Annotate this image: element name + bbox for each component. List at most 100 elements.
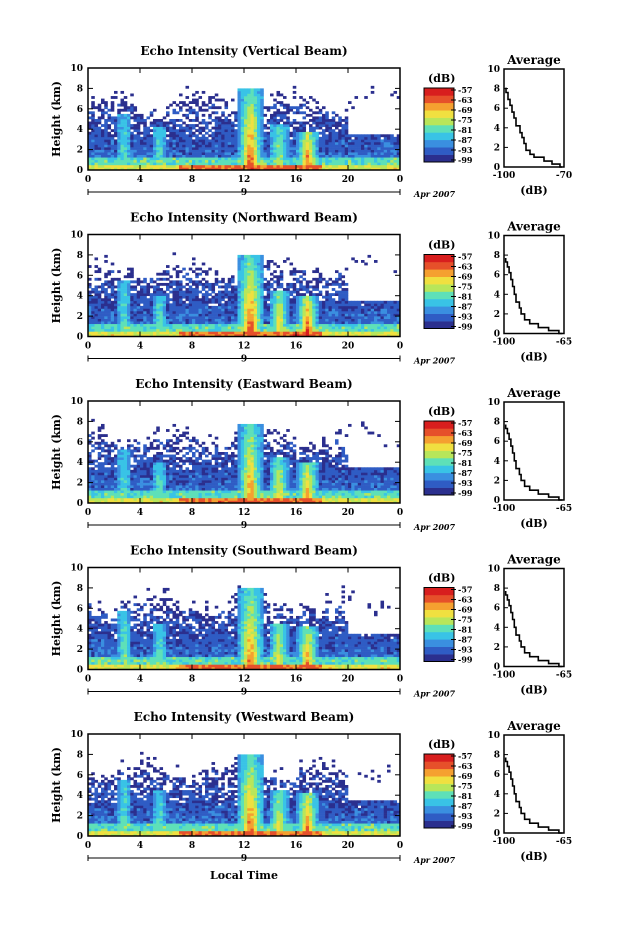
heatmap-cell bbox=[244, 111, 248, 115]
heatmap-cell bbox=[185, 313, 190, 317]
heatmap-cell bbox=[153, 323, 157, 327]
heatmap-cell bbox=[299, 318, 303, 322]
heatmap-cell bbox=[149, 113, 154, 117]
heatmap-cell bbox=[377, 300, 381, 304]
heatmap-cell bbox=[185, 303, 190, 307]
heatmap-cell bbox=[169, 305, 173, 309]
heatmap-cell bbox=[302, 103, 307, 107]
heatmap-cell bbox=[380, 328, 385, 332]
heatmap-cell bbox=[143, 124, 147, 127]
heatmap-cell bbox=[195, 129, 199, 133]
heatmap-cell bbox=[234, 303, 238, 307]
heatmap-cell bbox=[146, 318, 151, 322]
heatmap-cell bbox=[289, 106, 294, 110]
heatmap-cell bbox=[143, 449, 147, 453]
heatmap-cell bbox=[162, 497, 167, 501]
heatmap-cell bbox=[227, 131, 232, 135]
heatmap-cell bbox=[185, 295, 190, 299]
heatmap-cell bbox=[276, 162, 281, 166]
heatmap-cell bbox=[185, 467, 190, 471]
heatmap-cell bbox=[318, 323, 323, 327]
heatmap-cell bbox=[211, 333, 216, 337]
heatmap-cell bbox=[370, 139, 375, 143]
heatmap-cell bbox=[270, 167, 274, 170]
heatmap-cell bbox=[383, 308, 388, 312]
heatmap-cell bbox=[299, 293, 303, 296]
heatmap-cell bbox=[276, 152, 281, 155]
heatmap-cell bbox=[221, 159, 225, 163]
heatmap-cell bbox=[127, 477, 131, 481]
profile-title: Average bbox=[506, 53, 561, 67]
heatmap-cell bbox=[136, 282, 141, 286]
heatmap-cell bbox=[153, 141, 157, 145]
heatmap-cell bbox=[344, 333, 349, 337]
profile-y-tick-label: 2 bbox=[494, 143, 500, 153]
heatmap-cell bbox=[198, 106, 203, 110]
heatmap-cell bbox=[136, 159, 141, 163]
heatmap-cell bbox=[104, 126, 108, 130]
heatmap-cell bbox=[263, 154, 268, 158]
heatmap-cell bbox=[146, 316, 151, 319]
heatmap-cell bbox=[270, 311, 274, 314]
heatmap-cell bbox=[143, 303, 147, 307]
heatmap-cell bbox=[266, 119, 271, 122]
heatmap-cell bbox=[117, 270, 121, 274]
heatmap-cell bbox=[322, 139, 326, 143]
heatmap-cell bbox=[338, 121, 342, 125]
heatmap-cell bbox=[296, 293, 300, 296]
heatmap-cell bbox=[253, 254, 258, 258]
heatmap-cell bbox=[162, 469, 167, 473]
heatmap-cell bbox=[130, 162, 134, 166]
heatmap-cell bbox=[169, 134, 173, 138]
heatmap-cell bbox=[162, 126, 167, 130]
heatmap-cell bbox=[270, 303, 274, 307]
heatmap-cell bbox=[224, 167, 229, 170]
heatmap-cell bbox=[149, 157, 154, 161]
heatmap-cell bbox=[94, 308, 99, 312]
heatmap-cell bbox=[130, 275, 134, 279]
heatmap-cell bbox=[396, 149, 400, 153]
heatmap-cell bbox=[117, 154, 121, 158]
heatmap-cell bbox=[156, 303, 160, 307]
heatmap-cell bbox=[110, 305, 115, 309]
heatmap-cell bbox=[114, 119, 118, 122]
heatmap-cell bbox=[325, 290, 329, 294]
heatmap-cell bbox=[120, 157, 125, 161]
heatmap-cell bbox=[253, 265, 258, 268]
heatmap-cell bbox=[331, 116, 336, 120]
heatmap-cell bbox=[374, 328, 378, 332]
heatmap-cell bbox=[253, 321, 258, 325]
heatmap-cell bbox=[146, 474, 151, 478]
heatmap-cell bbox=[110, 129, 115, 133]
heatmap-cell bbox=[117, 467, 121, 471]
heatmap-cell bbox=[136, 311, 141, 314]
heatmap-cell bbox=[117, 457, 121, 460]
heatmap-cell bbox=[149, 152, 154, 155]
heatmap-cell bbox=[159, 293, 164, 296]
heatmap-cell bbox=[302, 288, 307, 291]
heatmap-cell bbox=[227, 164, 232, 168]
heatmap-cell bbox=[114, 462, 118, 466]
heatmap-cell bbox=[140, 495, 144, 499]
heatmap-cell bbox=[253, 298, 258, 302]
heatmap-cell bbox=[179, 300, 183, 304]
heatmap-cell bbox=[192, 313, 196, 317]
heatmap-cell bbox=[276, 131, 281, 135]
heatmap-cell bbox=[224, 152, 229, 155]
heatmap-cell bbox=[104, 136, 108, 140]
heatmap-cell bbox=[153, 159, 157, 163]
heatmap-cell bbox=[182, 131, 186, 135]
heatmap-cell bbox=[172, 328, 177, 332]
heatmap-cell bbox=[192, 152, 196, 155]
heatmap-cell bbox=[198, 152, 203, 155]
heatmap-cell bbox=[172, 280, 177, 284]
heatmap-cell bbox=[114, 144, 118, 148]
heatmap-cell bbox=[188, 490, 193, 494]
heatmap-cell bbox=[292, 295, 297, 299]
heatmap-cell bbox=[201, 152, 206, 155]
heatmap-cell bbox=[169, 495, 173, 499]
heatmap-cell bbox=[175, 446, 180, 450]
heatmap-cell bbox=[289, 152, 294, 155]
heatmap-cell bbox=[224, 303, 229, 307]
heatmap-cell bbox=[179, 469, 183, 473]
